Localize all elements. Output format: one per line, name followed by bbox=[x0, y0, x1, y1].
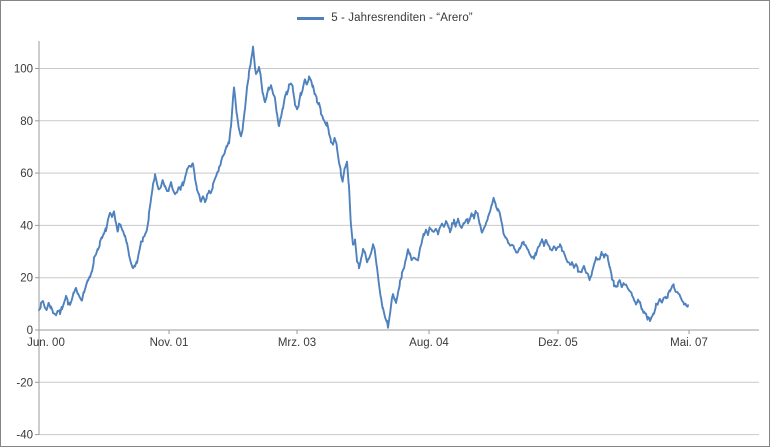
x-axis-label: Aug. 04 bbox=[409, 337, 449, 349]
y-axis-label: 100 bbox=[14, 64, 33, 76]
y-axis-label: -40 bbox=[16, 430, 33, 442]
x-axis-label: Dez. 05 bbox=[538, 337, 578, 349]
x-axis-label: Jun. 00 bbox=[27, 337, 65, 349]
y-axis-label: 60 bbox=[20, 168, 33, 180]
y-axis-label: 40 bbox=[20, 220, 33, 232]
series-line-arero bbox=[38, 45, 689, 329]
x-axis-label: Mrz. 03 bbox=[278, 337, 316, 349]
x-axis-label: Nov. 01 bbox=[150, 337, 189, 349]
y-axis-label: -20 bbox=[16, 377, 33, 389]
y-axis-label: 80 bbox=[20, 116, 33, 128]
y-axis-label: 20 bbox=[20, 273, 33, 285]
x-axis-label: Mai. 07 bbox=[670, 337, 708, 349]
y-axis-label: 0 bbox=[27, 325, 33, 337]
